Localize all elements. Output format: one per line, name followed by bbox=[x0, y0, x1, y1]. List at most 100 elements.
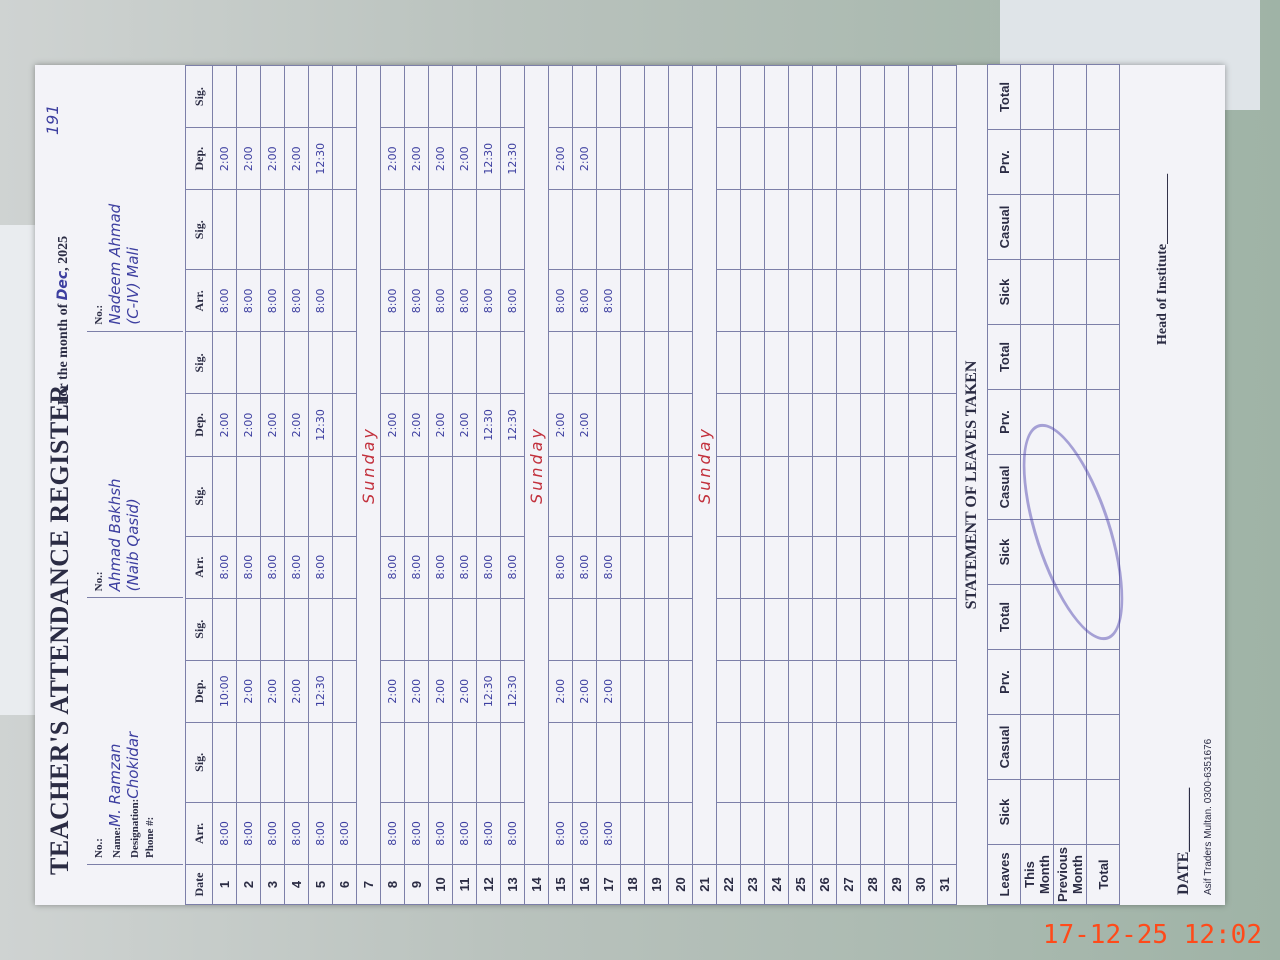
day-row: 2 8:00 2:00 8:00 2:00 8:00 2:00 bbox=[236, 65, 261, 905]
signature-cell bbox=[668, 331, 693, 394]
signature-cell bbox=[812, 598, 837, 661]
row-header: This Month bbox=[1020, 844, 1054, 905]
column-header: Prv. bbox=[987, 129, 1021, 195]
leave-cell bbox=[1086, 389, 1120, 455]
signature-cell bbox=[716, 598, 741, 661]
departure-cell: 10:00 bbox=[212, 660, 237, 723]
signature-cell bbox=[452, 456, 477, 537]
header-row: Date Arr. Sig. Dep. Sig. Arr. Sig. Dep. Sig. Arr.… bbox=[185, 65, 213, 905]
arrival-cell bbox=[764, 269, 789, 332]
signature-cell bbox=[908, 65, 933, 128]
signature-cell bbox=[860, 65, 885, 128]
day-row: 7 Sunday bbox=[356, 65, 381, 905]
column-header: Casual bbox=[987, 714, 1021, 780]
signature-cell bbox=[380, 189, 405, 270]
departure-cell: 12:30 bbox=[500, 127, 525, 190]
signature-cell bbox=[332, 331, 357, 394]
signature-cell bbox=[548, 189, 573, 270]
departure-cell: 2:00 bbox=[548, 393, 573, 457]
arrival-cell bbox=[740, 536, 765, 599]
day-row: 5 8:00 12:30 8:00 12:30 8:00 12:30 bbox=[308, 65, 333, 905]
signature-cell bbox=[668, 65, 693, 128]
signature-cell bbox=[836, 331, 861, 394]
signature-cell bbox=[740, 189, 765, 270]
arrival-cell: 8:00 bbox=[548, 802, 573, 865]
signature-cell bbox=[260, 722, 285, 803]
signature-cell bbox=[548, 722, 573, 803]
signature-cell bbox=[380, 598, 405, 661]
signature-cell bbox=[236, 722, 261, 803]
date-cell: 25 bbox=[788, 864, 813, 905]
departure-cell: 12:30 bbox=[476, 127, 501, 190]
date-cell: 5 bbox=[308, 864, 333, 905]
departure-cell bbox=[812, 393, 837, 457]
name-label: Name: bbox=[111, 826, 123, 858]
column-header: Sick bbox=[987, 519, 1021, 585]
date-cell: 18 bbox=[620, 864, 645, 905]
arrival-cell bbox=[836, 802, 861, 865]
day-row: 15 8:00 2:00 8:00 2:00 8:00 2:00 bbox=[548, 65, 573, 905]
departure-cell: 12:30 bbox=[500, 393, 525, 457]
day-row: 9 8:00 2:00 8:00 2:00 8:00 2:00 bbox=[404, 65, 429, 905]
departure-cell: 2:00 bbox=[452, 660, 477, 723]
arrival-cell: 8:00 bbox=[212, 269, 237, 332]
signature-cell bbox=[620, 456, 645, 537]
signature-cell bbox=[884, 65, 909, 128]
signature-cell bbox=[236, 65, 261, 128]
departure-cell bbox=[932, 393, 957, 457]
arrival-cell: 8:00 bbox=[284, 802, 309, 865]
date-cell: 3 bbox=[260, 864, 285, 905]
date-cell: 17 bbox=[596, 864, 621, 905]
departure-cell bbox=[908, 127, 933, 190]
page-number: 191 bbox=[43, 104, 62, 135]
arrival-cell bbox=[788, 269, 813, 332]
departure-cell: 2:00 bbox=[428, 127, 453, 190]
signature-cell bbox=[332, 189, 357, 270]
leave-cell bbox=[1053, 649, 1087, 715]
signature-cell bbox=[284, 189, 309, 270]
day-row: 30 bbox=[908, 65, 933, 905]
note-cell: Sunday bbox=[356, 65, 381, 865]
arrival-cell bbox=[788, 802, 813, 865]
arrival-cell: 8:00 bbox=[572, 269, 597, 332]
departure-cell: 2:00 bbox=[260, 127, 285, 190]
no-row: No.: bbox=[91, 338, 106, 591]
no-row: No.: bbox=[91, 71, 106, 325]
month-line: For the month of Dec, 2025 bbox=[55, 235, 71, 405]
name-row: Ahmad Bakhsh bbox=[106, 338, 124, 591]
day-row: 23 bbox=[740, 65, 765, 905]
signature-cell bbox=[404, 598, 429, 661]
signature-cell bbox=[548, 598, 573, 661]
signature-cell bbox=[212, 331, 237, 394]
signature-cell bbox=[644, 598, 669, 661]
date-cell: 28 bbox=[860, 864, 885, 905]
signature-cell bbox=[620, 189, 645, 270]
leave-cell bbox=[1020, 714, 1054, 780]
signature-cell bbox=[476, 65, 501, 128]
departure-cell: 2:00 bbox=[284, 127, 309, 190]
departure-cell: 12:30 bbox=[476, 393, 501, 457]
background-sheet bbox=[0, 225, 40, 715]
arrival-cell: 8:00 bbox=[380, 802, 405, 865]
signature-cell bbox=[716, 331, 741, 394]
leave-cell bbox=[1053, 129, 1087, 195]
column-header: Prv. bbox=[987, 649, 1021, 715]
designation-row: (C-IV) Mali bbox=[124, 71, 142, 325]
signature-cell bbox=[452, 189, 477, 270]
date-cell: 22 bbox=[716, 864, 741, 905]
departure-cell bbox=[812, 660, 837, 723]
departure-cell: 2:00 bbox=[212, 393, 237, 457]
leave-cell bbox=[1053, 64, 1087, 130]
arrival-cell: 8:00 bbox=[476, 536, 501, 599]
day-row: 6 8:00 bbox=[332, 65, 357, 905]
signature-cell bbox=[932, 456, 957, 537]
register-form: 191 TEACHER'S ATTENDANCE REGISTER For th… bbox=[35, 64, 1225, 905]
arrival-cell bbox=[716, 536, 741, 599]
departure-cell bbox=[716, 127, 741, 190]
signature-cell bbox=[428, 189, 453, 270]
departure-cell: 2:00 bbox=[452, 393, 477, 457]
date-cell: 21 bbox=[692, 864, 717, 905]
arrival-cell bbox=[884, 536, 909, 599]
signature-cell bbox=[716, 189, 741, 270]
arrival-cell bbox=[668, 536, 693, 599]
